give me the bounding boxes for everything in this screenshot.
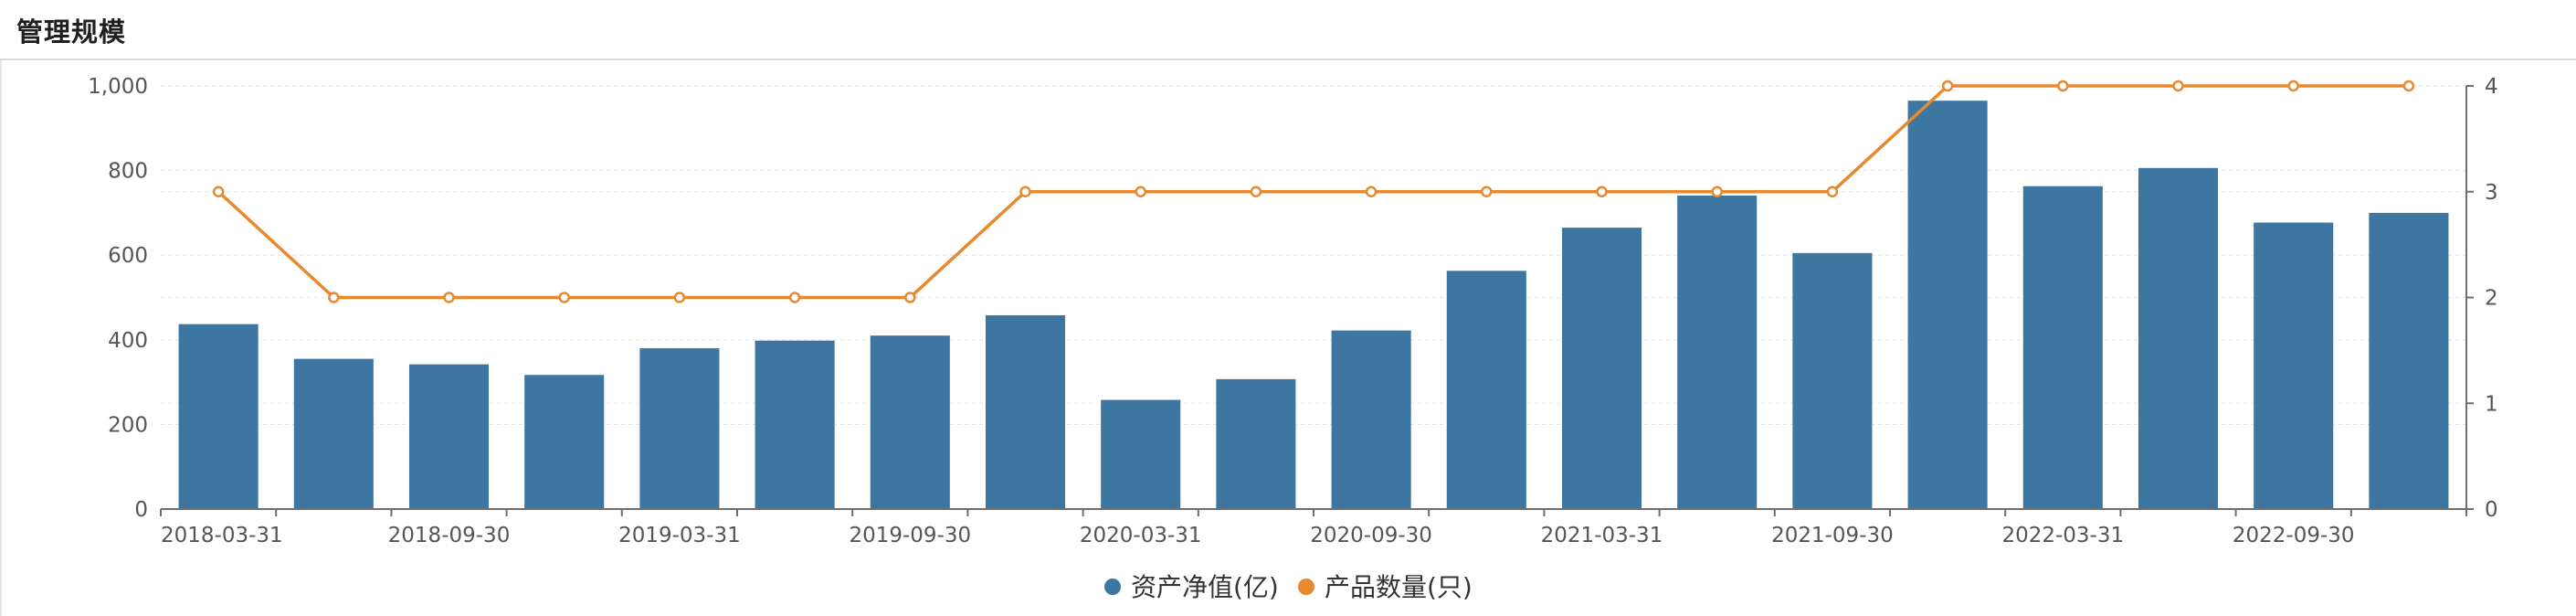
line-point-2020-09-30 xyxy=(1365,186,1378,197)
line-point-2022-03-31 xyxy=(2057,80,2069,92)
line-point-2019-03-31 xyxy=(673,292,686,303)
legend: 资产净值(亿) 产品数量(只) xyxy=(1104,572,1473,602)
line-point-2019-12-31 xyxy=(1019,186,1031,197)
x-tick-label-6: 2021-03-31 xyxy=(1541,524,1663,547)
bar-2018-03-31 xyxy=(178,324,259,509)
line-point-2019-06-30 xyxy=(788,292,801,303)
bar-2022-06-30 xyxy=(2138,167,2219,509)
y-right-tick-label-0: 0 xyxy=(2485,498,2498,522)
legend-item-net-assets-label: 资产净值(亿) xyxy=(1131,572,1279,602)
bar-2022-09-30 xyxy=(2254,222,2334,509)
line-point-2022-09-30 xyxy=(2287,80,2299,92)
legend-item-product-count-label: 产品数量(只) xyxy=(1325,572,1473,602)
line-series-product-count xyxy=(212,80,2415,303)
x-tick-label-4: 2020-03-31 xyxy=(1080,524,1202,547)
x-tick-label-7: 2021-09-30 xyxy=(1771,524,1894,547)
line-point-2018-12-31 xyxy=(558,292,570,303)
line-point-2022-06-30 xyxy=(2172,80,2184,92)
bar-2021-03-31 xyxy=(1561,228,1642,510)
bar-series-net-assets xyxy=(178,101,2449,510)
legend-item-product-count: 产品数量(只) xyxy=(1298,572,1473,602)
x-tick-label-9: 2022-09-30 xyxy=(2233,524,2355,547)
bar-2020-06-30 xyxy=(1216,378,1296,509)
legend-item-net-assets-marker xyxy=(1104,579,1121,595)
bar-2018-09-30 xyxy=(408,364,490,509)
line-point-2019-09-30 xyxy=(904,292,916,303)
line-point-2022-12-31 xyxy=(2402,80,2415,92)
line-point-2018-06-30 xyxy=(328,292,340,303)
y-left-tick-label-4: 800 xyxy=(108,160,148,184)
bar-2019-06-30 xyxy=(755,340,835,509)
bar-2018-06-30 xyxy=(293,358,374,509)
line-point-2018-03-31 xyxy=(212,186,225,197)
x-tick-label-0: 2018-03-31 xyxy=(161,524,283,547)
tick-labels: 0 200 400 600 800 1,000 0 1 2 3 4 2018-03-31 2018-09… xyxy=(88,75,2498,547)
x-tick-label-8: 2022-03-31 xyxy=(2001,524,2124,547)
panel-left-border xyxy=(0,60,2,616)
line-point-2018-09-30 xyxy=(443,292,455,303)
bar-2021-09-30 xyxy=(1792,252,1873,509)
bar-2019-12-31 xyxy=(985,314,1066,509)
legend-item-net-assets: 资产净值(亿) xyxy=(1104,572,1279,602)
y-left-tick-label-1: 200 xyxy=(108,413,148,437)
line-point-2020-06-30 xyxy=(1250,186,1262,197)
panel-title: 管理规模 xyxy=(16,16,127,48)
line-point-2021-12-31 xyxy=(1941,80,1954,92)
bar-2022-12-31 xyxy=(2369,212,2449,509)
x-tick-label-2: 2019-03-31 xyxy=(618,524,741,547)
line-point-2021-06-30 xyxy=(1711,186,1723,197)
y-left-tick-label-3: 600 xyxy=(108,244,148,268)
bar-2019-03-31 xyxy=(639,348,720,509)
bar-2022-03-31 xyxy=(2022,186,2103,509)
bar-2021-06-30 xyxy=(1677,195,1758,510)
bar-2020-09-30 xyxy=(1331,330,1411,509)
x-tick-label-1: 2018-09-30 xyxy=(388,524,511,547)
x-tick-label-3: 2019-09-30 xyxy=(849,524,971,547)
y-left-tick-label-0: 0 xyxy=(134,498,148,522)
y-left-tick-label-5: 1,000 xyxy=(88,75,148,99)
bar-2020-12-31 xyxy=(1446,271,1526,509)
axes xyxy=(160,85,2474,516)
bar-2019-09-30 xyxy=(870,335,950,509)
y-right-tick-label-2: 2 xyxy=(2485,287,2498,311)
line-point-2021-03-31 xyxy=(1596,186,1608,197)
bar-2021-12-31 xyxy=(1907,101,1988,509)
line-point-2020-03-31 xyxy=(1135,186,1146,197)
y-right-tick-label-4: 4 xyxy=(2485,75,2498,99)
bar-2018-12-31 xyxy=(524,375,605,509)
line-point-2021-09-30 xyxy=(1826,186,1839,197)
line-point-2020-12-31 xyxy=(1481,186,1493,197)
bar-2020-03-31 xyxy=(1101,399,1181,509)
panel-header: 管理规模 xyxy=(0,0,2576,60)
grid-lines xyxy=(161,85,2466,425)
y-right-tick-label-1: 1 xyxy=(2485,392,2498,416)
legend-item-product-count-marker xyxy=(1298,579,1314,595)
y-right-tick-label-3: 3 xyxy=(2485,181,2498,205)
y-left-tick-label-2: 400 xyxy=(108,329,148,353)
x-tick-label-5: 2020-09-30 xyxy=(1310,524,1432,547)
product-count-line xyxy=(216,84,2409,300)
